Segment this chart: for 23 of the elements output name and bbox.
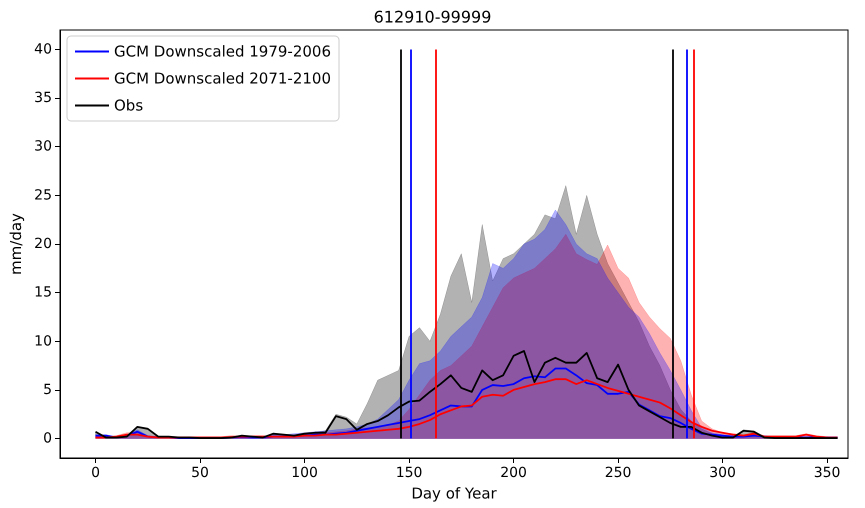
x-axis-title: Day of Year: [411, 484, 498, 502]
chart-title: 612910-99999: [374, 8, 492, 26]
legend-label: GCM Downscaled 2071-2100: [114, 70, 332, 88]
y-axis-title: mm/day: [6, 212, 25, 275]
y-tick-label: 5: [43, 382, 52, 398]
y-tick-label: 15: [34, 284, 52, 301]
x-tick-label: 300: [709, 465, 736, 481]
x-tick-label: 150: [396, 465, 422, 481]
y-tick-label: 30: [34, 138, 52, 155]
legend-label: Obs: [114, 96, 144, 114]
x-tick-label: 0: [91, 465, 100, 481]
x-tick-label: 50: [191, 465, 209, 481]
y-tick-label: 10: [34, 333, 52, 350]
y-tick-label: 20: [34, 236, 52, 252]
y-tick-label: 35: [34, 90, 52, 106]
x-tick-label: 200: [500, 465, 527, 481]
x-tick-label: 250: [604, 465, 632, 481]
y-tick-label: 25: [34, 187, 52, 204]
x-tick-label: 350: [814, 465, 840, 481]
x-tick-label: 100: [291, 465, 318, 481]
legend-label: GCM Downscaled 1979-2006: [114, 42, 332, 60]
y-tick-label: 40: [34, 41, 52, 58]
y-tick-label: 0: [43, 430, 52, 447]
